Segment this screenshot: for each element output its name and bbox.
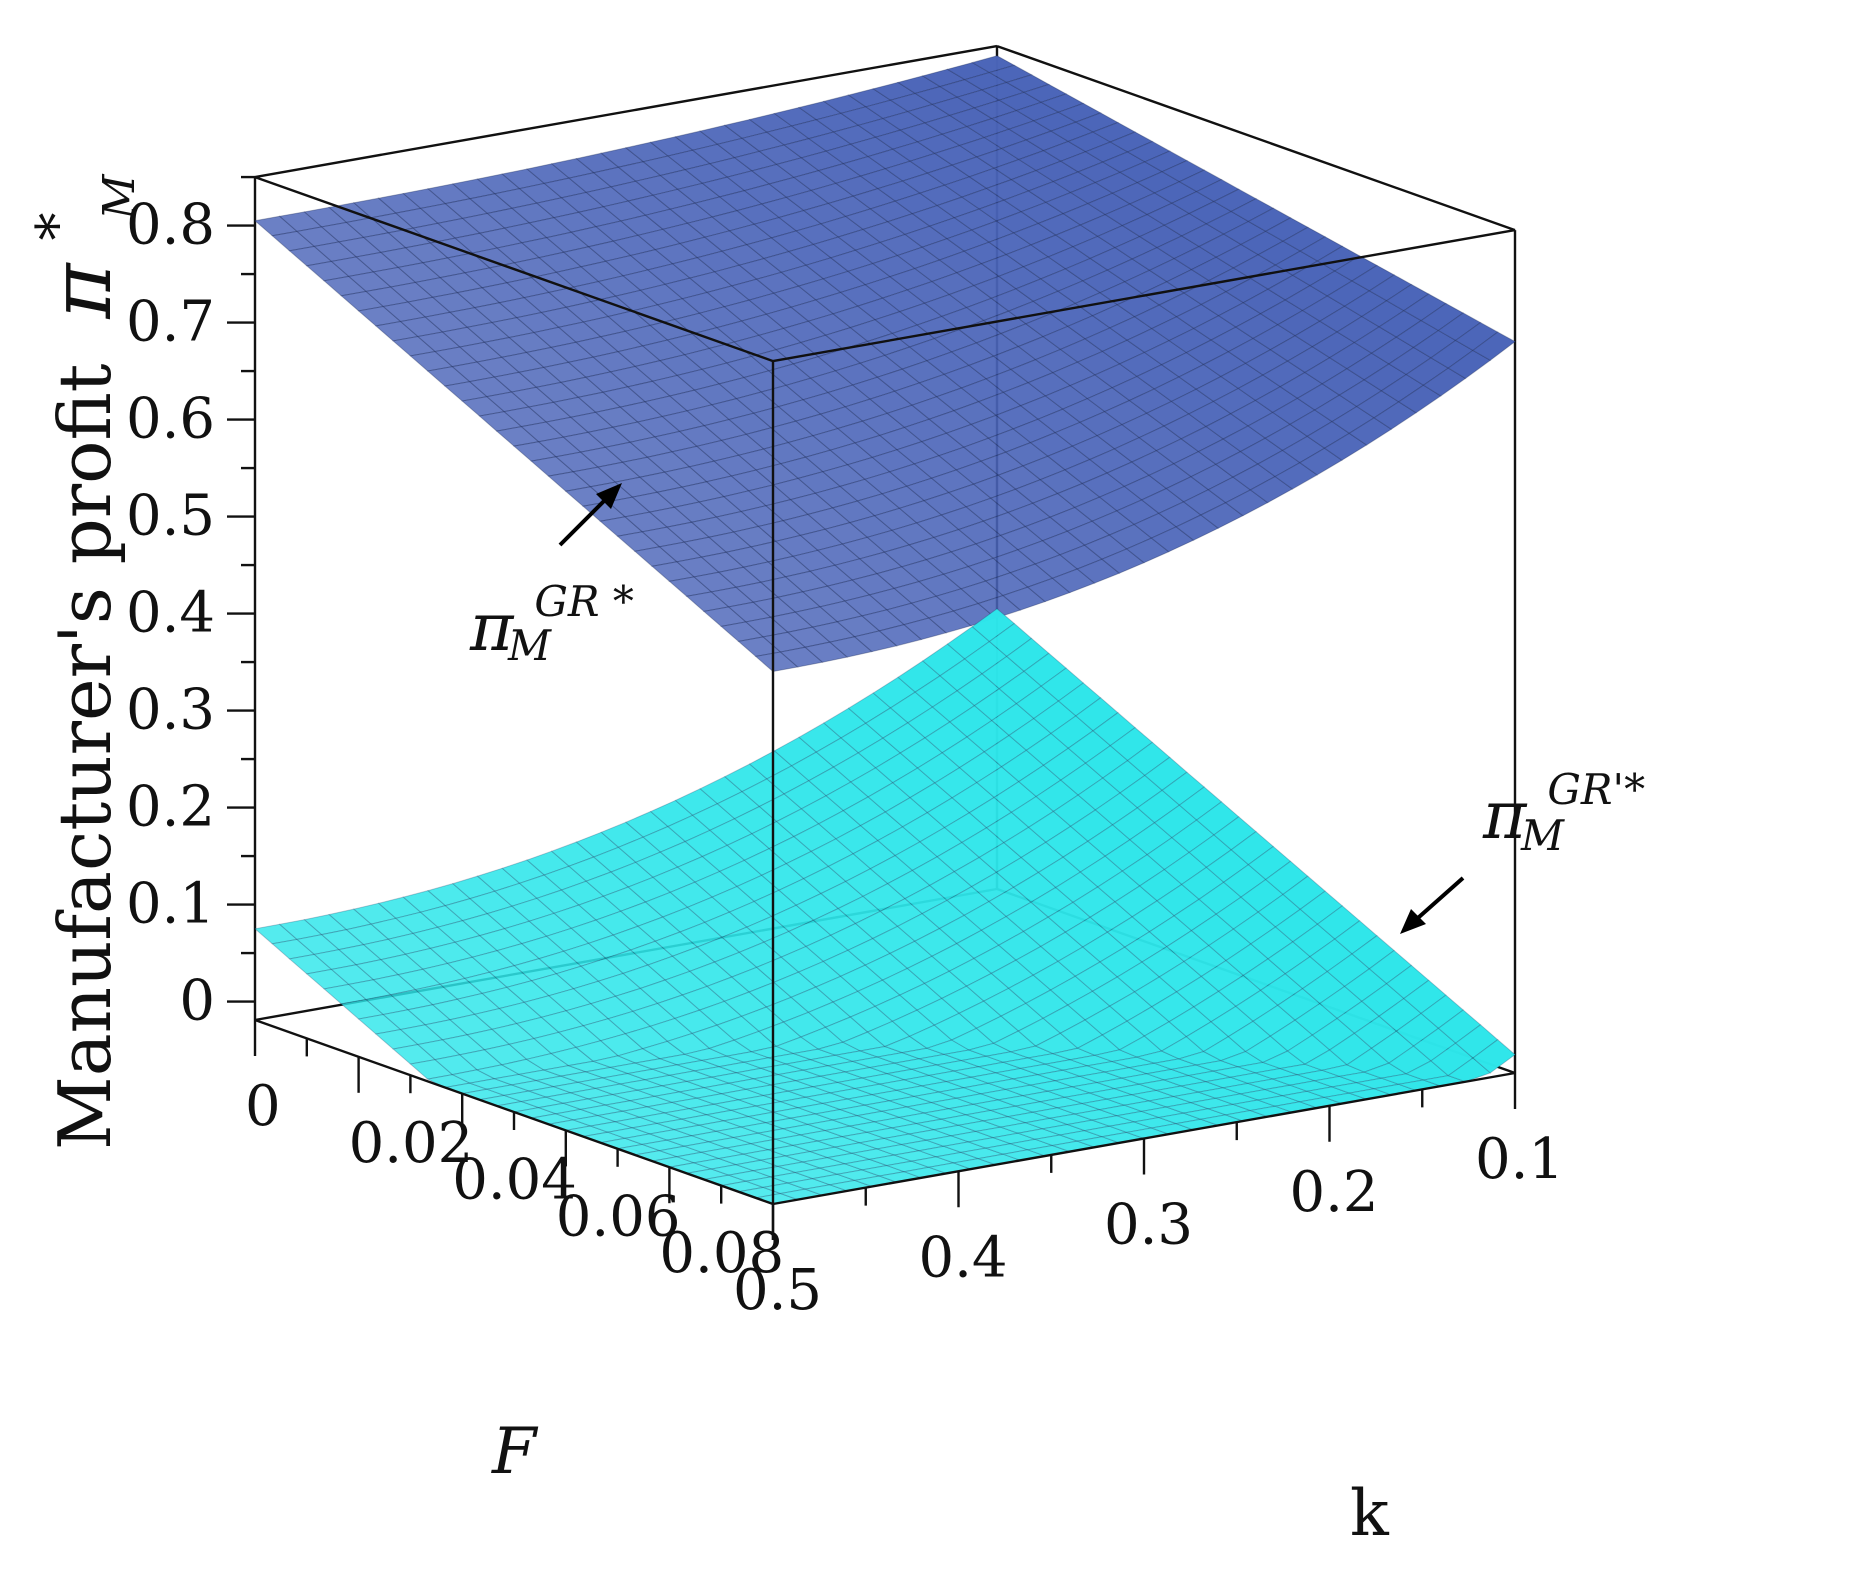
surface-cell: [1472, 1039, 1516, 1074]
z-tick-label: 0.4: [126, 581, 215, 646]
z-tick-label: 0: [179, 969, 215, 1034]
z-axis-title-text: Manufacturer's profit: [43, 363, 127, 1150]
z-axis-title-sub: M: [94, 174, 145, 221]
z-tick-label: 0.8: [126, 193, 215, 258]
box-edge: [772, 228, 1516, 363]
y-tick-label: 0.5: [733, 1258, 822, 1323]
y-tick-label: 0.3: [1104, 1193, 1193, 1258]
surface-label-gr-sub: M: [507, 621, 552, 670]
x-tick-label: 0.02: [349, 1111, 474, 1176]
y-tick-label: 0.1: [1475, 1127, 1564, 1192]
surfaces: [253, 55, 1516, 1205]
z-tick-label: 0.1: [126, 872, 215, 937]
z-tick-label: 0.3: [126, 678, 215, 743]
z-tick-label: 0.5: [126, 484, 215, 549]
surface-1: [253, 608, 1516, 1205]
box-edge: [254, 44, 998, 179]
surface-label-grp-sup: GR'*: [1547, 765, 1645, 814]
x-axis-title: F: [491, 1415, 539, 1489]
y-tick-label: 0.4: [919, 1225, 1008, 1290]
svg-text:π GR'*: π GR'*: [1482, 765, 1645, 854]
z-tick-label: 0.7: [126, 290, 215, 355]
surface-label-grp-sub: M: [1520, 811, 1565, 860]
surface-label-gr-base: π: [469, 589, 515, 666]
z-axis-title-sup: *: [25, 213, 90, 241]
z-tick-label: 0.6: [126, 387, 215, 452]
surface-label-grp: π GR'* M: [1400, 765, 1645, 934]
box-edge: [996, 44, 1516, 232]
x-tick-label: 0.04: [452, 1148, 577, 1213]
svg-text:Manufacturer's profit π: Manufacturer's profit π * M: [9, 174, 145, 1150]
svg-text:π GR *: π GR *: [469, 577, 634, 666]
arrow-grp-head: [1400, 909, 1426, 934]
surface-label-grp-base: π: [1482, 777, 1528, 854]
arrow-gr-head: [596, 483, 622, 509]
z-tick-label: 0.2: [126, 775, 215, 840]
y-axis-title: k: [1350, 1477, 1390, 1551]
z-axis-title: Manufacturer's profit π * M: [9, 174, 145, 1150]
x-tick-label: 0.06: [556, 1184, 681, 1249]
x-tick-label: 0: [245, 1074, 281, 1139]
x-tick-label: 0.08: [659, 1221, 784, 1286]
surface-label-gr-sup: GR *: [534, 577, 634, 626]
z-axis-title-symbol: π: [32, 262, 130, 320]
surface-label-gr: π GR * M: [469, 483, 634, 670]
box-edge: [254, 175, 774, 363]
surface-cell: [1472, 331, 1516, 361]
axis-ticks: 00.10.20.30.40.50.60.70.800.020.040.060.…: [126, 175, 1564, 1323]
surface-0: [253, 55, 1516, 673]
y-tick-label: 0.2: [1290, 1160, 1379, 1225]
